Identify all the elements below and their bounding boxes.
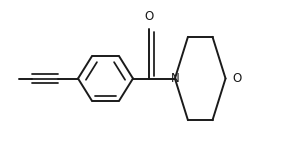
Text: O: O bbox=[144, 10, 154, 23]
Text: O: O bbox=[233, 72, 242, 85]
Text: N: N bbox=[171, 72, 179, 85]
